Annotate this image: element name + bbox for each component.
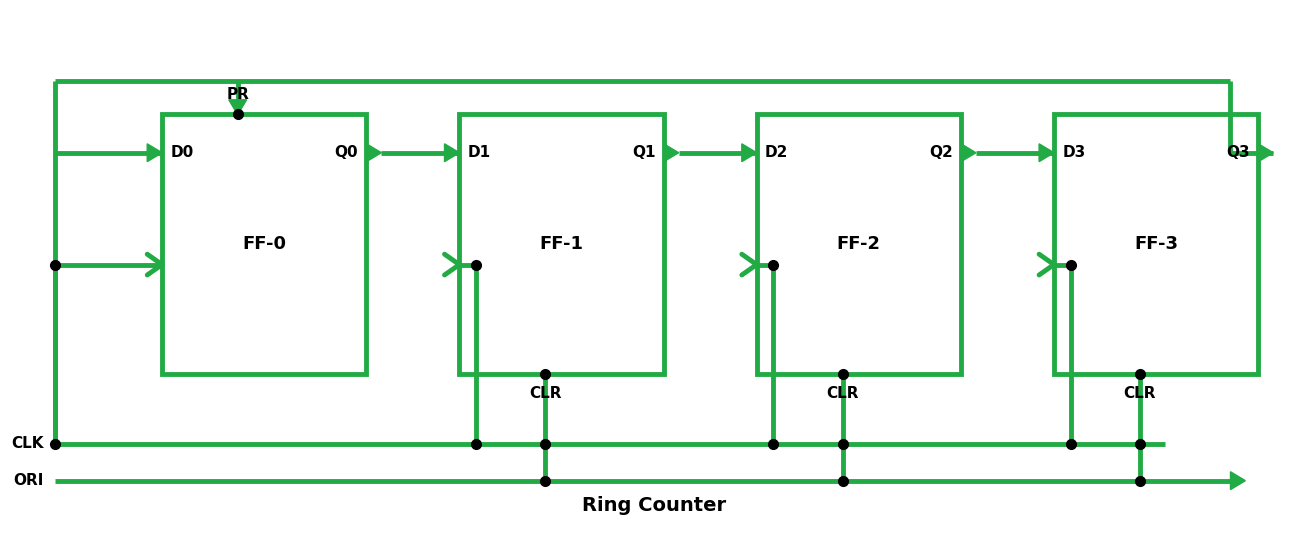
Text: CLK: CLK bbox=[12, 436, 44, 451]
Text: ORI: ORI bbox=[14, 473, 44, 488]
Polygon shape bbox=[228, 100, 246, 115]
Polygon shape bbox=[741, 144, 757, 162]
Text: D3: D3 bbox=[1062, 145, 1085, 160]
Text: FF-0: FF-0 bbox=[242, 235, 286, 253]
Bar bbox=[757, 114, 962, 374]
Bar bbox=[1054, 114, 1258, 374]
Polygon shape bbox=[147, 144, 162, 162]
Text: PR: PR bbox=[227, 87, 249, 101]
Text: CLR: CLR bbox=[1124, 386, 1156, 401]
Text: CLR: CLR bbox=[826, 386, 858, 401]
Text: FF-3: FF-3 bbox=[1134, 235, 1178, 253]
Text: D0: D0 bbox=[170, 145, 193, 160]
Text: D1: D1 bbox=[468, 145, 491, 160]
Text: FF-1: FF-1 bbox=[540, 235, 584, 253]
Bar bbox=[459, 114, 664, 374]
Text: D2: D2 bbox=[766, 145, 789, 160]
Polygon shape bbox=[366, 144, 382, 162]
Polygon shape bbox=[664, 144, 678, 162]
Polygon shape bbox=[1258, 144, 1274, 162]
Polygon shape bbox=[445, 144, 459, 162]
Text: Q2: Q2 bbox=[929, 145, 953, 160]
Text: FF-2: FF-2 bbox=[837, 235, 880, 253]
Text: Q1: Q1 bbox=[632, 145, 655, 160]
Polygon shape bbox=[962, 144, 976, 162]
Bar bbox=[162, 114, 366, 374]
Polygon shape bbox=[1231, 472, 1245, 490]
Text: Q0: Q0 bbox=[334, 145, 358, 160]
Text: CLR: CLR bbox=[528, 386, 562, 401]
Polygon shape bbox=[1039, 144, 1054, 162]
Text: Q3: Q3 bbox=[1226, 145, 1250, 160]
Text: Ring Counter: Ring Counter bbox=[583, 496, 727, 515]
